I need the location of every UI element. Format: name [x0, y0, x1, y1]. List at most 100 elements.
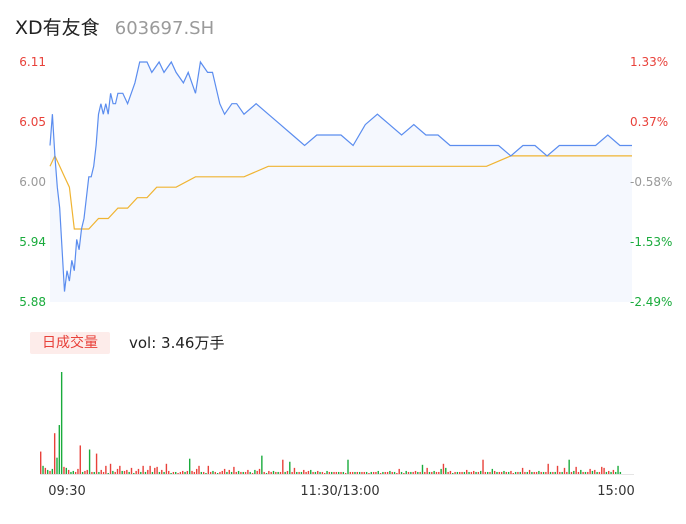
volume-bar: [424, 471, 426, 474]
volume-bar: [216, 472, 219, 474]
volume-bar: [596, 471, 598, 474]
volume-bar: [186, 470, 189, 474]
volume-bar: [463, 471, 466, 474]
volume-bar: [244, 471, 247, 474]
daily-volume-tab[interactable]: 日成交量: [30, 332, 110, 354]
volume-bar: [74, 471, 77, 474]
volume-bar: [452, 472, 454, 474]
volume-bar: [512, 472, 514, 474]
volume-bar: [519, 471, 521, 474]
volume-bar: [214, 471, 216, 474]
volume-bar: [328, 471, 331, 474]
volume-bar: [135, 470, 137, 474]
percent-tick-label: -0.58%: [630, 175, 672, 189]
volume-bar: [531, 471, 533, 474]
volume-bar: [375, 471, 377, 474]
volume-bar: [575, 466, 577, 474]
volume-bar: [44, 467, 47, 474]
volume-bar: [347, 459, 349, 474]
volume-bar: [473, 470, 475, 474]
volume-bar: [591, 470, 594, 474]
volume-bar: [147, 469, 149, 474]
volume-bar: [130, 467, 133, 474]
volume-bar: [223, 468, 226, 474]
volume-bar: [407, 471, 410, 474]
volume-bar: [226, 471, 228, 474]
volume-bar: [435, 471, 438, 474]
volume-bar: [344, 472, 347, 474]
volume-bar: [493, 470, 496, 474]
volume-bar: [442, 463, 445, 474]
volume-bar: [102, 471, 105, 474]
volume-bar: [552, 471, 554, 474]
volume-bar: [305, 471, 307, 474]
volume-bar: [205, 472, 207, 474]
volume-bar: [382, 471, 384, 474]
volume-bar: [70, 471, 72, 474]
volume-bar: [521, 467, 524, 474]
volume-bar: [277, 471, 279, 474]
volume-bar: [272, 470, 275, 474]
volume-bar: [568, 459, 570, 474]
volume-bar: [598, 471, 601, 474]
volume-bar: [200, 471, 203, 474]
time-tick-label: 09:30: [48, 484, 85, 499]
volume-bar: [310, 469, 312, 474]
stock-code: 603697.SH: [114, 18, 215, 39]
volume-bar: [365, 471, 368, 474]
volume-bar: [342, 471, 345, 474]
volume-bar: [293, 467, 296, 474]
volume-bar: [505, 471, 507, 474]
volume-bar: [142, 465, 144, 474]
volume-bar: [198, 465, 200, 474]
volume-bar: [447, 471, 449, 474]
volume-bar: [317, 470, 319, 474]
volume-bar: [161, 469, 163, 474]
volume-bar: [484, 471, 487, 474]
volume-bar: [559, 471, 561, 474]
volume-bar: [615, 471, 617, 474]
volume-bar: [403, 472, 405, 474]
volume-bar: [610, 471, 612, 474]
volume-bar: [184, 471, 186, 474]
volume-bar: [258, 468, 261, 474]
volume-bar: [351, 471, 354, 474]
volume-bar: [300, 471, 303, 474]
volume-bar: [556, 465, 559, 474]
volume-bar: [466, 469, 468, 474]
volume-bar: [168, 470, 170, 474]
volume-bar: [454, 471, 456, 474]
volume-bar: [172, 471, 175, 474]
volume-bar: [349, 471, 352, 474]
volume-bar: [100, 469, 102, 474]
stock-header: XD有友食 603697.SH: [15, 13, 214, 40]
volume-bar: [212, 470, 214, 474]
volume-bar: [177, 472, 179, 474]
volume-bar: [53, 433, 56, 474]
volume-bar: [391, 471, 393, 474]
price-tick-label: 6.05: [19, 115, 46, 129]
volume-bar: [270, 471, 272, 474]
volume-bar: [619, 471, 622, 474]
volume-bar: [149, 465, 151, 474]
volume-bar: [431, 471, 433, 474]
volume-bar: [405, 470, 407, 474]
volume-bar: [116, 468, 119, 474]
volume-bar: [542, 471, 545, 474]
volume-bar: [496, 471, 498, 474]
average-price-line: [49, 154, 632, 230]
volume-bar: [482, 459, 484, 474]
volume-bar: [517, 471, 519, 474]
volume-bar: [507, 471, 510, 474]
volume-bar: [486, 471, 489, 474]
volume-bar: [202, 471, 205, 474]
volume-bar: [51, 468, 54, 474]
volume-bar: [321, 471, 324, 474]
time-tick-label: 15:00: [597, 484, 634, 499]
volume-bar: [449, 470, 452, 474]
volume-bar: [386, 471, 389, 474]
volume-bar: [165, 463, 168, 474]
volume-bar: [584, 471, 587, 474]
volume-bar: [207, 465, 210, 474]
